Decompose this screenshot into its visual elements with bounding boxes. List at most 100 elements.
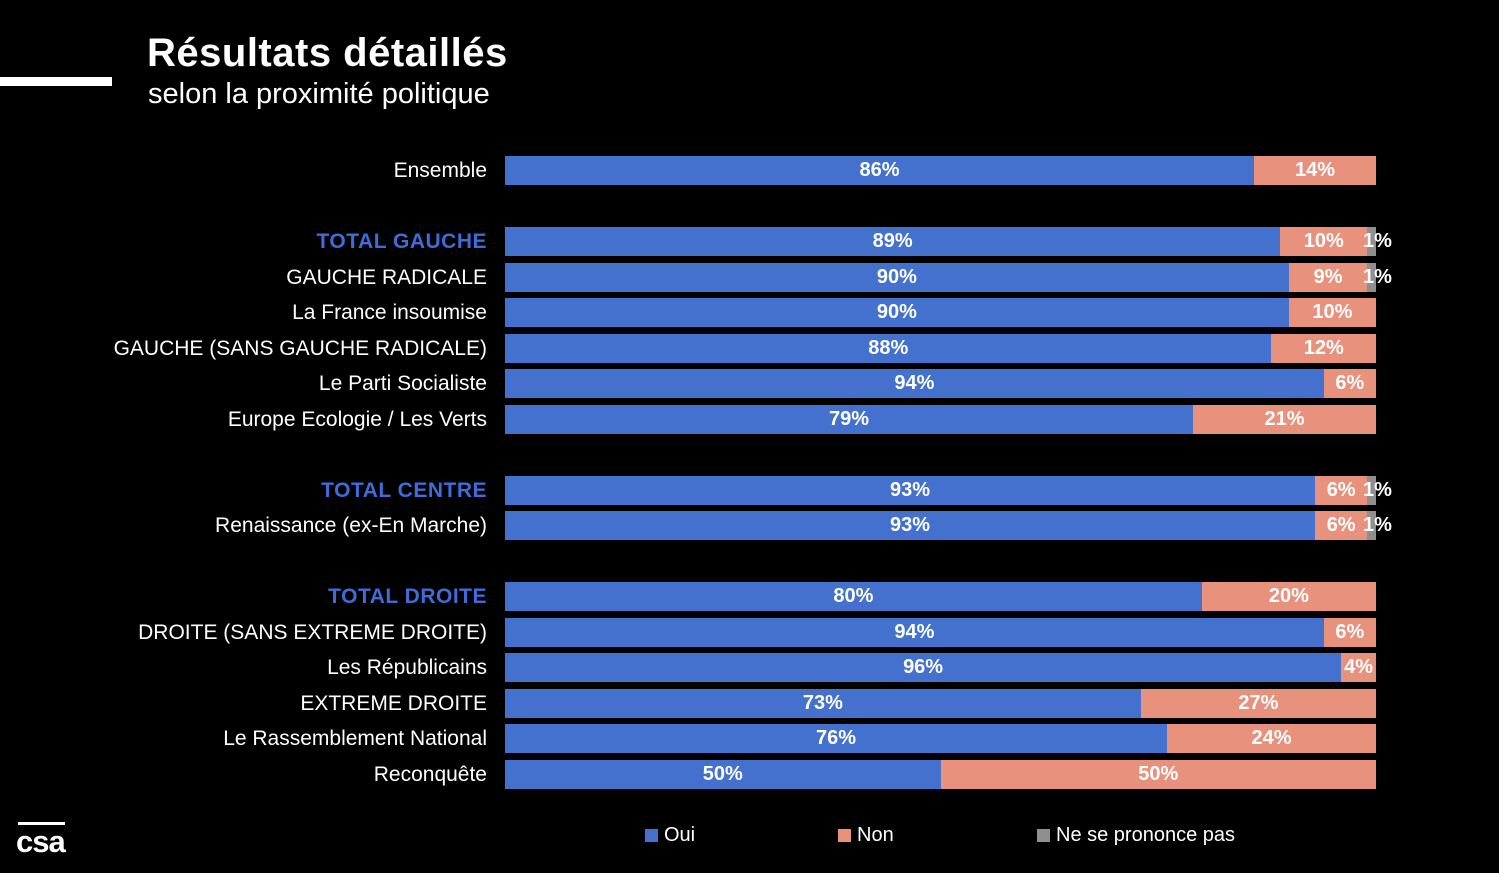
value-label-oui: 88%	[868, 336, 909, 359]
csa-logo-text: csa	[16, 824, 66, 859]
value-label-oui: 94%	[894, 372, 935, 394]
bar-track: 96% 4%	[505, 653, 1376, 682]
value-label-oui: 86%	[859, 159, 900, 181]
page-subtitle: selon la proximité politique	[148, 78, 490, 110]
bar-track: 86% 14%	[505, 156, 1376, 185]
value-label-oui: 80%	[833, 585, 874, 607]
value-label-oui: 90%	[876, 301, 917, 323]
bar-track: 94% 6%	[505, 617, 1376, 647]
chart-row: GAUCHE RADICALE 90% 9% 1%	[0, 262, 1499, 292]
category-label: Ensemble	[393, 159, 487, 182]
bar-segment-non: 27%	[1140, 688, 1376, 718]
chart-row: Europe Ecologie / Les Verts 79% 21%	[0, 404, 1499, 434]
bar-segment-nsp	[1367, 511, 1376, 540]
value-label-nsp: 1%	[1363, 514, 1392, 536]
bar-segment-oui: 80%	[505, 582, 1202, 611]
category-label: La France insoumise	[292, 301, 487, 324]
value-label-nsp: 1%	[1363, 478, 1392, 501]
bar-segment-oui: 73%	[505, 688, 1141, 718]
bar-segment-non: 6%	[1323, 369, 1376, 398]
value-label-non: 4%	[1344, 656, 1374, 678]
bar-track: 88% 12%	[505, 333, 1376, 363]
bar-segment-oui: 50%	[505, 759, 941, 789]
legend-item-non: Non	[838, 822, 894, 848]
legend-label-nsp: Ne se prononce pas	[1056, 824, 1236, 846]
legend-swatch-non-icon	[838, 828, 851, 842]
chart-row: Ensemble 86% 14%	[0, 156, 1499, 185]
bar-segment-non: 6%	[1315, 511, 1368, 540]
value-label-nsp: 1%	[1363, 230, 1392, 252]
chart-row: Le Parti Socialiste 94% 6%	[0, 369, 1499, 398]
bar-track: 80% 20%	[505, 582, 1376, 611]
chart-row: La France insoumise 90% 10%	[0, 298, 1499, 327]
bar-track: 93% 6% 1%	[505, 475, 1392, 505]
chart-row: TOTAL GAUCHE 89% 10% 1%	[0, 227, 1499, 256]
chart-row: DROITE (SANS EXTREME DROITE) 94% 6%	[0, 617, 1499, 647]
value-label-oui: 73%	[802, 691, 843, 714]
csa-logo: csa	[16, 822, 66, 859]
value-label-oui: 96%	[903, 656, 944, 678]
category-label: Les Républicains	[327, 656, 487, 679]
bar-segment-non: 24%	[1166, 724, 1376, 753]
bar-segment-oui: 94%	[505, 617, 1324, 647]
legend-swatch-oui-icon	[645, 828, 658, 842]
chart-row: TOTAL DROITE 80% 20%	[0, 582, 1499, 611]
group-spacer	[0, 547, 1499, 583]
value-label-oui: 76%	[815, 727, 856, 749]
legend-swatch-nsp-icon	[1037, 828, 1050, 842]
legend-label-oui: Oui	[664, 824, 696, 846]
bar-segment-non: 10%	[1280, 227, 1368, 256]
bar-segment-non: 6%	[1323, 617, 1376, 647]
value-label-non: 6%	[1335, 620, 1365, 643]
csa-logo-line	[18, 822, 65, 825]
bar-segment-nsp	[1367, 262, 1376, 292]
value-label-non: 21%	[1264, 407, 1305, 430]
bar-segment-oui: 76%	[505, 724, 1167, 753]
stacked-bar-chart: Ensemble 86% 14% TOTAL GAUCHE 89% 10% 1% GAUCHE…	[0, 156, 1499, 795]
legend-item-oui: Oui	[645, 822, 695, 848]
title-accent-bar	[0, 77, 112, 86]
value-label-oui: 50%	[702, 762, 743, 785]
category-label: Le Parti Socialiste	[318, 372, 487, 395]
value-label-non: 14%	[1295, 159, 1336, 181]
bar-track: 90% 9% 1%	[505, 262, 1392, 292]
bar-segment-non: 12%	[1271, 333, 1376, 363]
value-label-non: 27%	[1238, 691, 1279, 714]
bar-segment-oui: 94%	[505, 369, 1324, 398]
bar-segment-non: 10%	[1288, 298, 1376, 327]
page-title: Résultats détaillés	[147, 31, 508, 75]
value-label-oui: 90%	[876, 265, 917, 288]
group-spacer	[0, 192, 1499, 228]
chart-row: Reconquête 50% 50%	[0, 759, 1499, 789]
group-spacer	[0, 440, 1499, 476]
category-label: GAUCHE RADICALE	[286, 265, 487, 289]
value-label-non: 9%	[1313, 265, 1343, 288]
chart-row: Les Républicains 96% 4%	[0, 653, 1499, 682]
bar-track: 89% 10% 1%	[505, 227, 1392, 256]
value-label-nsp: 1%	[1363, 265, 1392, 288]
category-label: DROITE (SANS EXTREME DROITE)	[138, 620, 487, 644]
bar-segment-oui: 86%	[505, 156, 1255, 185]
value-label-non: 10%	[1303, 230, 1344, 252]
value-label-oui: 93%	[889, 514, 931, 536]
category-label: GAUCHE (SANS GAUCHE RADICALE)	[113, 336, 487, 360]
value-label-non: 24%	[1251, 727, 1292, 749]
value-label-oui: 94%	[894, 620, 935, 643]
bar-segment-non: 14%	[1254, 156, 1376, 185]
value-label-non: 6%	[1335, 372, 1365, 394]
bar-segment-non: 9%	[1288, 262, 1368, 292]
chart-row: Le Rassemblement National 76% 24%	[0, 724, 1499, 753]
bar-segment-nsp	[1367, 227, 1376, 256]
bar-segment-non: 6%	[1315, 475, 1368, 505]
value-label-non: 6%	[1326, 478, 1356, 501]
value-label-oui: 93%	[889, 478, 931, 501]
legend-label-non: Non	[857, 824, 894, 846]
value-label-oui: 89%	[872, 230, 913, 252]
category-label: Europe Ecologie / Les Verts	[227, 407, 487, 431]
value-label-non: 10%	[1312, 301, 1353, 323]
value-label-non: 12%	[1303, 336, 1344, 359]
bar-track: 93% 6% 1%	[505, 511, 1392, 540]
chart-row: EXTREME DROITE 73% 27%	[0, 688, 1499, 718]
bar-segment-non: 4%	[1341, 653, 1376, 682]
